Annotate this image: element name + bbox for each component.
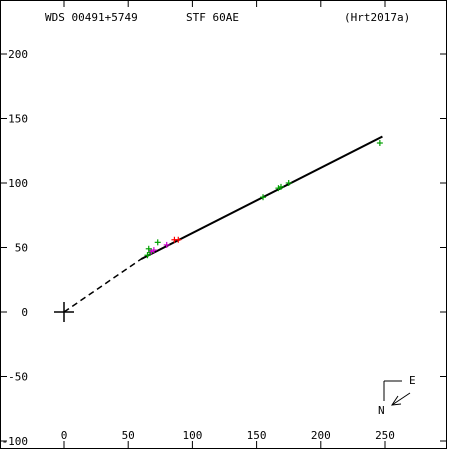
- x-tick-label: 100: [182, 429, 202, 442]
- observation-point: [145, 245, 152, 252]
- y-tick-label: 200: [8, 48, 28, 61]
- x-tick-label: 150: [247, 429, 267, 442]
- primary-star-marker: [54, 302, 74, 322]
- x-tick-label: 0: [61, 429, 68, 442]
- y-tick-label: 100: [8, 177, 28, 190]
- y-tick-label: 150: [8, 113, 28, 126]
- compass: E N: [378, 374, 416, 417]
- compass-north-label: N: [378, 404, 385, 417]
- x-tick-label: 50: [122, 429, 135, 442]
- orbit-solid-segment: [140, 135, 383, 261]
- observation-point: [277, 183, 284, 190]
- observation-point: [285, 180, 292, 186]
- observation-point: [150, 247, 157, 254]
- x-tick-label: 200: [311, 429, 331, 442]
- header-orbit-reference: (Hrt2017a): [344, 11, 410, 24]
- orbit-dashed-segment: [63, 258, 142, 313]
- compass-arrow-head: [390, 395, 402, 406]
- x-tick-label: 250: [375, 429, 395, 442]
- compass-east-label: E: [409, 374, 416, 387]
- y-tick-label: 0: [21, 306, 28, 319]
- observation-point: [147, 249, 154, 256]
- axis-tick-labels: 0 50 100 150 200 250 200 150 100 50 0 -50 -100: [2, 48, 395, 448]
- observation-point: [175, 236, 182, 243]
- observation-point: [154, 239, 161, 246]
- observation-point: [260, 194, 267, 201]
- observations: [144, 140, 383, 259]
- observation-point: [376, 140, 383, 147]
- header-discoverer: STF 60AE: [186, 11, 239, 24]
- y-tick-label: 50: [15, 242, 28, 255]
- header-designation: WDS 00491+5749: [45, 11, 138, 24]
- compass-arrow-shaft: [391, 392, 411, 406]
- orbit-track: [63, 135, 383, 313]
- y-tick-label: -50: [8, 371, 28, 384]
- observation-point: [163, 241, 170, 248]
- y-tick-label: -100: [2, 435, 29, 448]
